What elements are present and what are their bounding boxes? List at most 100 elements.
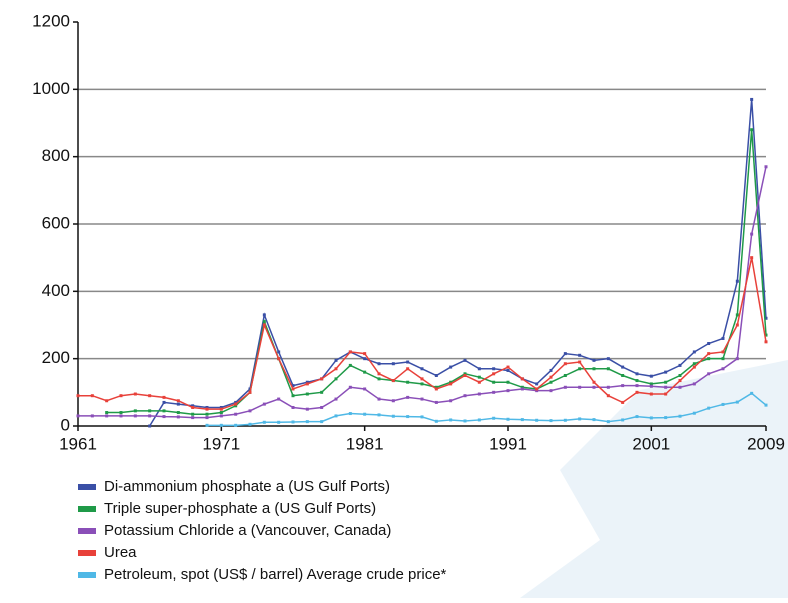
- point-marker: [621, 400, 625, 404]
- point-marker: [348, 412, 352, 416]
- point-marker: [363, 352, 367, 356]
- point-marker: [735, 313, 739, 317]
- point-marker: [578, 385, 582, 389]
- point-marker: [506, 368, 510, 372]
- point-marker: [549, 380, 553, 384]
- point-marker: [277, 350, 281, 354]
- point-marker: [735, 357, 739, 361]
- point-marker: [234, 423, 238, 427]
- point-marker: [492, 390, 496, 394]
- point-marker: [434, 419, 438, 423]
- point-marker: [692, 365, 696, 369]
- point-marker: [219, 407, 223, 411]
- legend-swatch: [78, 550, 96, 556]
- series-line: [207, 392, 767, 427]
- point-marker: [764, 340, 768, 344]
- point-marker: [635, 415, 639, 419]
- point-marker: [463, 419, 467, 423]
- point-marker: [277, 357, 281, 361]
- point-marker: [492, 367, 496, 371]
- point-marker: [735, 279, 739, 283]
- point-marker: [162, 400, 166, 404]
- point-marker: [664, 380, 668, 384]
- point-marker: [764, 403, 768, 407]
- point-marker: [205, 416, 209, 420]
- point-marker: [76, 414, 80, 418]
- point-marker: [721, 402, 725, 406]
- point-marker: [205, 405, 209, 409]
- point-marker: [348, 350, 352, 354]
- point-marker: [463, 372, 467, 376]
- point-marker: [191, 404, 195, 408]
- point-marker: [549, 389, 553, 393]
- point-marker: [191, 405, 195, 409]
- point-marker: [649, 392, 653, 396]
- point-marker: [334, 397, 338, 401]
- point-marker: [176, 411, 180, 415]
- legend-text: Urea: [104, 544, 137, 561]
- point-marker: [750, 256, 754, 260]
- point-marker: [176, 415, 180, 419]
- point-marker: [320, 377, 324, 381]
- point-marker: [549, 368, 553, 372]
- point-marker: [578, 353, 582, 357]
- point-marker: [764, 165, 768, 169]
- point-marker: [219, 411, 223, 415]
- point-marker: [563, 352, 567, 356]
- point-marker: [334, 377, 338, 381]
- point-marker: [191, 412, 195, 416]
- point-marker: [735, 400, 739, 404]
- point-marker: [506, 380, 510, 384]
- point-marker: [234, 400, 238, 404]
- x-tick-label: 2001: [632, 434, 670, 453]
- point-marker: [162, 415, 166, 419]
- point-marker: [707, 342, 711, 346]
- point-marker: [535, 382, 539, 386]
- legend-swatch: [78, 572, 96, 578]
- point-marker: [320, 390, 324, 394]
- point-marker: [664, 385, 668, 389]
- point-marker: [219, 414, 223, 418]
- point-marker: [205, 412, 209, 416]
- point-marker: [434, 374, 438, 377]
- point-marker: [578, 360, 582, 364]
- point-marker: [477, 380, 481, 384]
- point-marker: [563, 374, 567, 377]
- point-marker: [320, 405, 324, 409]
- x-tick-label: 1981: [346, 434, 384, 453]
- point-marker: [477, 392, 481, 396]
- point-marker: [592, 418, 596, 422]
- point-marker: [205, 407, 209, 411]
- series-line: [149, 99, 767, 427]
- point-marker: [105, 411, 109, 415]
- point-marker: [119, 414, 123, 418]
- point-marker: [291, 387, 295, 391]
- point-marker: [592, 380, 596, 384]
- point-marker: [492, 416, 496, 420]
- point-marker: [563, 385, 567, 389]
- point-marker: [219, 423, 223, 427]
- point-marker: [606, 385, 610, 389]
- point-marker: [406, 380, 410, 384]
- point-marker: [148, 424, 152, 428]
- point-marker: [449, 399, 453, 403]
- point-marker: [420, 415, 424, 419]
- point-marker: [262, 420, 266, 424]
- point-marker: [363, 357, 367, 361]
- point-marker: [262, 323, 266, 327]
- point-marker: [506, 365, 510, 369]
- point-marker: [291, 420, 295, 424]
- point-marker: [363, 412, 367, 416]
- point-marker: [291, 384, 295, 388]
- point-marker: [449, 418, 453, 422]
- y-tick-label: 800: [42, 146, 70, 165]
- point-marker: [420, 367, 424, 371]
- point-marker: [606, 420, 610, 424]
- point-marker: [119, 411, 123, 415]
- point-marker: [406, 395, 410, 399]
- point-marker: [305, 407, 309, 411]
- point-marker: [291, 394, 295, 398]
- point-marker: [90, 414, 94, 418]
- y-tick-label: 1000: [32, 79, 70, 98]
